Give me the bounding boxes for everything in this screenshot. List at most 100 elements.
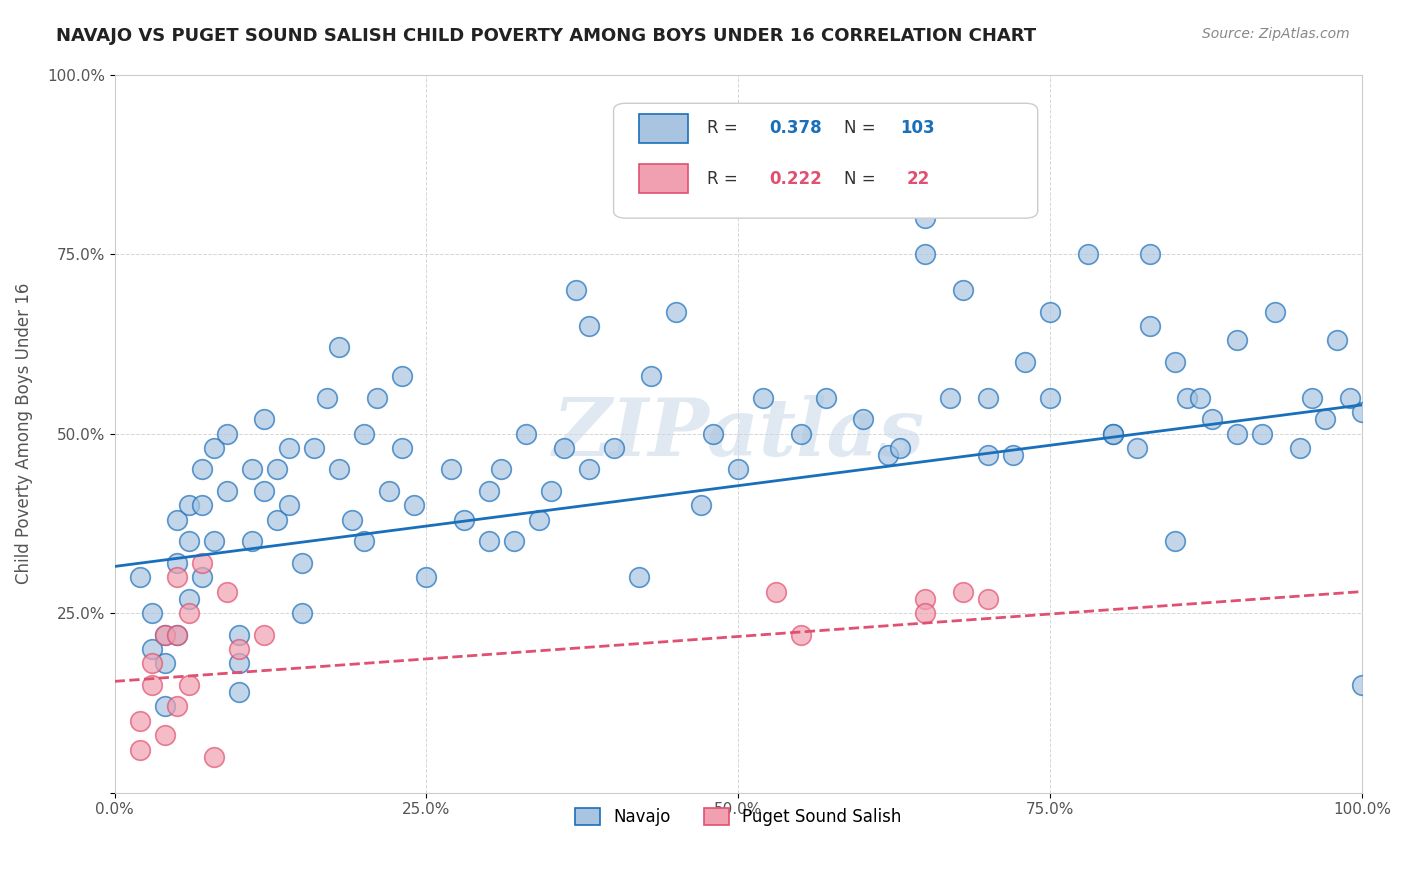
Point	[166, 628, 188, 642]
Point	[1164, 534, 1187, 549]
Point	[1014, 355, 1036, 369]
Point	[153, 657, 176, 671]
Point	[191, 462, 214, 476]
Point	[291, 556, 314, 570]
Point	[402, 499, 425, 513]
Point	[179, 499, 201, 513]
Point	[202, 749, 225, 764]
Point	[1001, 448, 1024, 462]
Point	[240, 462, 263, 476]
Text: N =: N =	[845, 169, 882, 187]
Point	[266, 462, 288, 476]
Point	[952, 584, 974, 599]
Legend: Navajo, Puget Sound Salish: Navajo, Puget Sound Salish	[567, 800, 910, 835]
Point	[191, 570, 214, 584]
Point	[240, 534, 263, 549]
Point	[253, 628, 276, 642]
Point	[153, 628, 176, 642]
Point	[578, 318, 600, 333]
Point	[191, 556, 214, 570]
Point	[453, 513, 475, 527]
Point	[814, 391, 837, 405]
Point	[789, 426, 811, 441]
Point	[1351, 678, 1374, 692]
Point	[415, 570, 437, 584]
Point	[1039, 391, 1062, 405]
Point	[215, 483, 238, 498]
Point	[141, 606, 163, 620]
Point	[253, 412, 276, 426]
Point	[153, 628, 176, 642]
Point	[166, 556, 188, 570]
Text: NAVAJO VS PUGET SOUND SALISH CHILD POVERTY AMONG BOYS UNDER 16 CORRELATION CHART: NAVAJO VS PUGET SOUND SALISH CHILD POVER…	[56, 27, 1036, 45]
Point	[191, 499, 214, 513]
Point	[527, 513, 550, 527]
Point	[1351, 405, 1374, 419]
Point	[1101, 426, 1123, 441]
Point	[1039, 304, 1062, 318]
Text: ZIPatlas: ZIPatlas	[553, 395, 924, 473]
Point	[765, 584, 787, 599]
Text: R =: R =	[707, 169, 744, 187]
Point	[1226, 333, 1249, 347]
Point	[1226, 426, 1249, 441]
FancyBboxPatch shape	[638, 164, 689, 193]
Point	[914, 247, 936, 261]
Text: R =: R =	[707, 120, 744, 137]
Point	[889, 441, 911, 455]
Point	[278, 441, 301, 455]
Point	[478, 534, 501, 549]
Point	[553, 441, 575, 455]
Point	[952, 283, 974, 297]
Point	[128, 742, 150, 756]
Text: N =: N =	[845, 120, 882, 137]
Point	[727, 462, 749, 476]
Point	[852, 412, 875, 426]
Point	[1188, 391, 1211, 405]
Point	[166, 699, 188, 714]
Point	[877, 448, 900, 462]
Point	[515, 426, 537, 441]
Point	[228, 628, 250, 642]
Point	[353, 426, 375, 441]
Y-axis label: Child Poverty Among Boys Under 16: Child Poverty Among Boys Under 16	[15, 283, 32, 584]
Point	[202, 441, 225, 455]
Point	[141, 642, 163, 657]
Point	[353, 534, 375, 549]
Point	[278, 499, 301, 513]
Point	[478, 483, 501, 498]
Point	[228, 685, 250, 699]
Point	[789, 628, 811, 642]
Point	[702, 426, 724, 441]
Text: 0.378: 0.378	[769, 120, 823, 137]
FancyBboxPatch shape	[613, 103, 1038, 219]
Text: 22: 22	[907, 169, 929, 187]
Point	[391, 369, 413, 384]
Point	[1139, 247, 1161, 261]
Point	[1313, 412, 1336, 426]
Point	[640, 369, 662, 384]
Point	[340, 513, 363, 527]
Point	[914, 211, 936, 226]
Point	[179, 678, 201, 692]
Point	[253, 483, 276, 498]
Point	[914, 591, 936, 606]
Point	[153, 699, 176, 714]
Point	[179, 591, 201, 606]
Point	[491, 462, 513, 476]
Point	[302, 441, 325, 455]
Point	[1264, 304, 1286, 318]
Point	[366, 391, 388, 405]
Point	[141, 657, 163, 671]
Point	[1139, 318, 1161, 333]
Point	[1126, 441, 1149, 455]
Point	[752, 391, 775, 405]
Point	[328, 462, 350, 476]
Text: 0.222: 0.222	[769, 169, 823, 187]
Point	[977, 391, 1000, 405]
Point	[1251, 426, 1274, 441]
Point	[141, 678, 163, 692]
Point	[128, 714, 150, 728]
FancyBboxPatch shape	[638, 114, 689, 143]
Point	[328, 340, 350, 354]
